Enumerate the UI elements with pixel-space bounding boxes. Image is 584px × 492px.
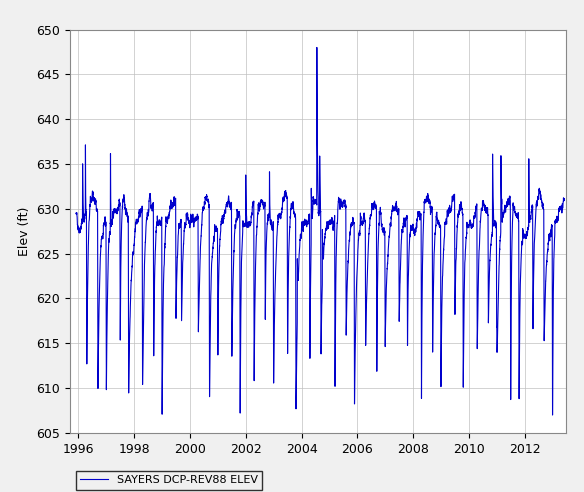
SAYERS DCP-REV88 ELEV [398,246,405,252]
Line: SAYERS DCP-REV88 ELEV: SAYERS DCP-REV88 ELEV [76,47,564,415]
SAYERS DCP-REV88 ELEV [314,44,321,50]
Y-axis label: Elev (ft): Elev (ft) [18,207,31,256]
SAYERS DCP-REV88 ELEV [82,207,89,213]
Legend: SAYERS DCP-REV88 ELEV: SAYERS DCP-REV88 ELEV [76,471,262,490]
SAYERS DCP-REV88 ELEV [72,211,79,216]
SAYERS DCP-REV88 ELEV [505,200,512,206]
SAYERS DCP-REV88 ELEV [491,220,498,226]
SAYERS DCP-REV88 ELEV [394,211,401,217]
SAYERS DCP-REV88 ELEV [365,247,372,253]
SAYERS DCP-REV88 ELEV [561,195,568,201]
SAYERS DCP-REV88 ELEV [549,412,556,418]
